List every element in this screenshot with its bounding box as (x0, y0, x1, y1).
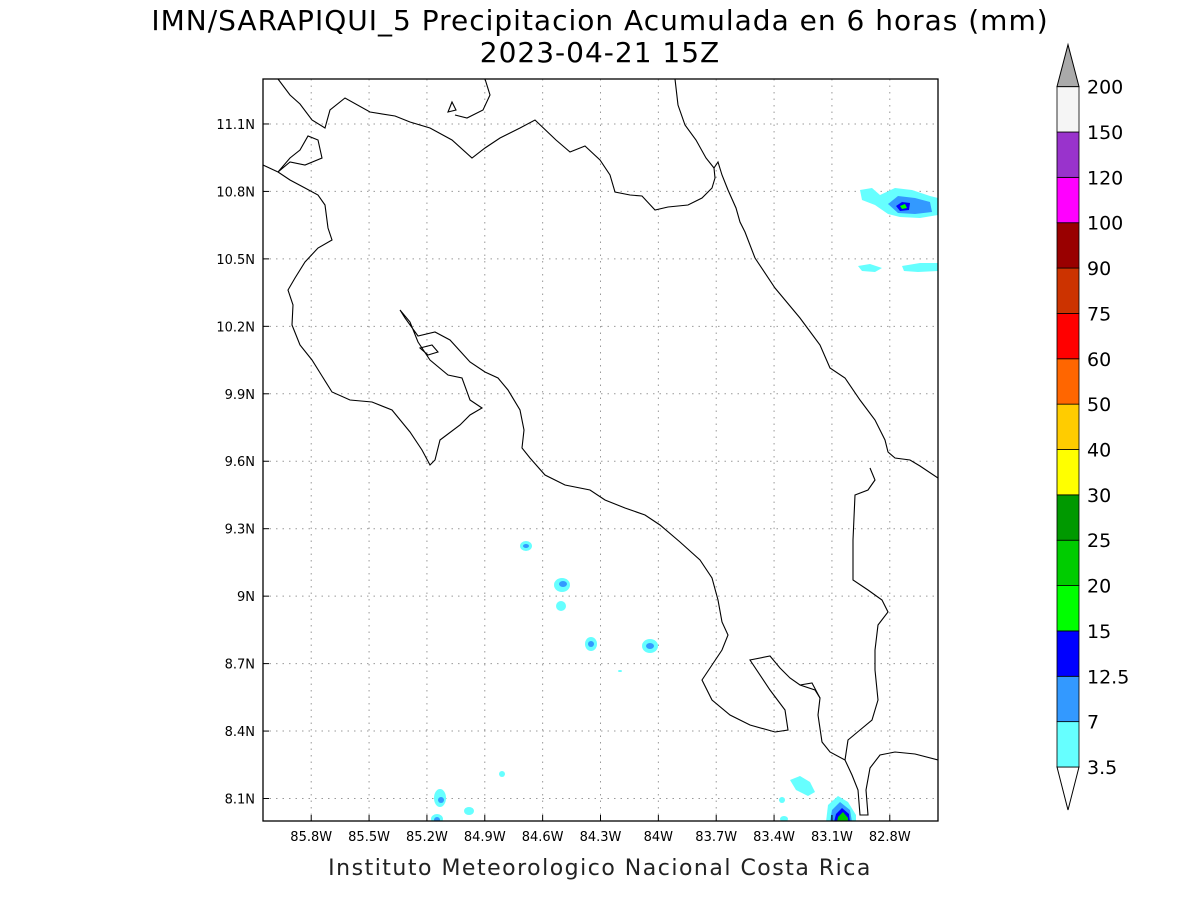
colorbar-label: 7 (1087, 712, 1099, 734)
lat-tick-label: 10.2N (216, 320, 255, 335)
colorbar-label: 12.5 (1087, 666, 1129, 688)
precip-spot-2b (559, 581, 567, 587)
colorbar-swatch (1056, 675, 1080, 723)
precip-spot-9 (464, 807, 474, 815)
colorbar-swatch (1056, 267, 1080, 314)
lon-tick-label: 85.8W (290, 830, 332, 845)
precip-se-bottom-green (837, 812, 848, 821)
lon-tick-label: 84W (644, 830, 674, 845)
lon-tick-label: 84.3W (580, 830, 622, 845)
lon-tick-label: 84.9W (464, 830, 506, 845)
colorbar-swatch (1056, 222, 1080, 269)
coastline-nicaragua-lake (277, 79, 938, 479)
lat-tick-label: 8.4N (225, 725, 255, 740)
colorbar-swatch (1056, 176, 1080, 224)
colorbar-label: 200 (1087, 77, 1123, 99)
colorbar-swatch (1056, 449, 1080, 496)
lon-tick-label: 84.6W (522, 830, 564, 845)
border-panama (844, 467, 889, 761)
colorbar-label: 30 (1087, 485, 1111, 507)
colorbar-label: 40 (1087, 440, 1111, 462)
chart-title: IMN/SARAPIQUI_5 Precipitacion Acumulada … (151, 4, 1049, 37)
colorbar-label: 20 (1087, 576, 1111, 598)
lat-tick-label: 9.9N (225, 388, 255, 403)
colorbar-label: 25 (1087, 530, 1111, 552)
colorbar-swatch (1056, 358, 1080, 405)
colorbar-swatch (1056, 630, 1080, 677)
colorbar-label: 60 (1087, 349, 1111, 371)
lat-tick-label: 10.5N (216, 253, 255, 268)
lat-tick-label: 8.1N (225, 793, 255, 808)
colorbar-swatch (1056, 313, 1080, 360)
colorbar-swatch (1056, 539, 1080, 586)
colorbar: 3.5 7 12.5 15 20 25 30 40 50 60 75 90 100 120 150 200 (1056, 42, 1129, 811)
lat-tick-label: 11.1N (216, 118, 255, 133)
lon-tick-label: 85.2W (406, 830, 448, 845)
colorbar-swatch (1056, 403, 1080, 450)
colorbar-min-arrow (1056, 766, 1080, 811)
lat-tick-label: 8.7N (225, 658, 255, 673)
colorbar-swatch (1056, 494, 1080, 541)
precip-spot-10b (434, 817, 440, 821)
lat-tick-labels: 11.1N 10.8N 10.5N 10.2N 9.9N 9.6N 9.3N 9N 8.7N 8.… (216, 118, 269, 808)
precip-spot-3 (556, 601, 566, 611)
precip-spot-5b (646, 643, 654, 649)
precip-layer (431, 188, 938, 821)
footer-credit: Instituto Meteorologico Nacional Costa R… (328, 856, 872, 881)
colorbar-label: 120 (1087, 167, 1123, 189)
precip-se-spot (779, 797, 785, 803)
colorbar-swatch (1056, 86, 1080, 133)
colorbar-label: 150 (1087, 122, 1123, 144)
precip-spot-6 (618, 670, 622, 672)
lon-tick-label: 85.5W (348, 830, 390, 845)
grid-lines (263, 79, 938, 821)
colorbar-swatch (1056, 585, 1080, 632)
lat-tick-label: 9.3N (225, 523, 255, 538)
coastline-east (674, 79, 715, 169)
coastline-nicaragua-upper (454, 79, 491, 119)
chart-subtitle-date: 2023-04-21 15Z (479, 36, 721, 69)
lat-tick-label: 10.8N (216, 185, 255, 200)
lat-tick-label: 9N (237, 590, 255, 605)
island-nicoya (418, 344, 439, 356)
precip-se-spot-2 (780, 816, 788, 821)
colorbar-label: 50 (1087, 394, 1111, 416)
island-north (447, 100, 457, 113)
colorbar-label: 3.5 (1087, 757, 1117, 779)
colorbar-label: 75 (1087, 303, 1111, 325)
colorbar-label: 100 (1087, 213, 1123, 235)
colorbar-swatch (1056, 721, 1080, 768)
lon-tick-label: 83.7W (695, 830, 737, 845)
lat-tick-label: 9.6N (225, 455, 255, 470)
precip-spot-7 (499, 771, 505, 777)
colorbar-label: 15 (1087, 621, 1111, 643)
precip-spot-1b (523, 544, 529, 548)
lon-tick-label: 83.4W (753, 830, 795, 845)
coastline-pacific (263, 135, 938, 816)
lon-tick-label: 82.8W (869, 830, 911, 845)
precip-spot-4b (588, 641, 594, 647)
precip-se-cluster-light (790, 776, 815, 796)
colorbar-max-arrow (1056, 42, 1080, 88)
precip-spot-8b (438, 797, 444, 803)
coastline-layer (263, 79, 938, 816)
colorbar-label: 90 (1087, 258, 1111, 280)
lon-tick-labels: 85.8W 85.5W 85.2W 84.9W 84.6W 84.3W 84W 83.7W 83… (290, 815, 911, 845)
precip-ne-cluster-green (900, 204, 907, 209)
colorbar-swatch (1056, 131, 1080, 178)
lon-tick-label: 83.1W (811, 830, 853, 845)
border-osa (799, 682, 821, 699)
precip-ne-strip (858, 263, 938, 272)
